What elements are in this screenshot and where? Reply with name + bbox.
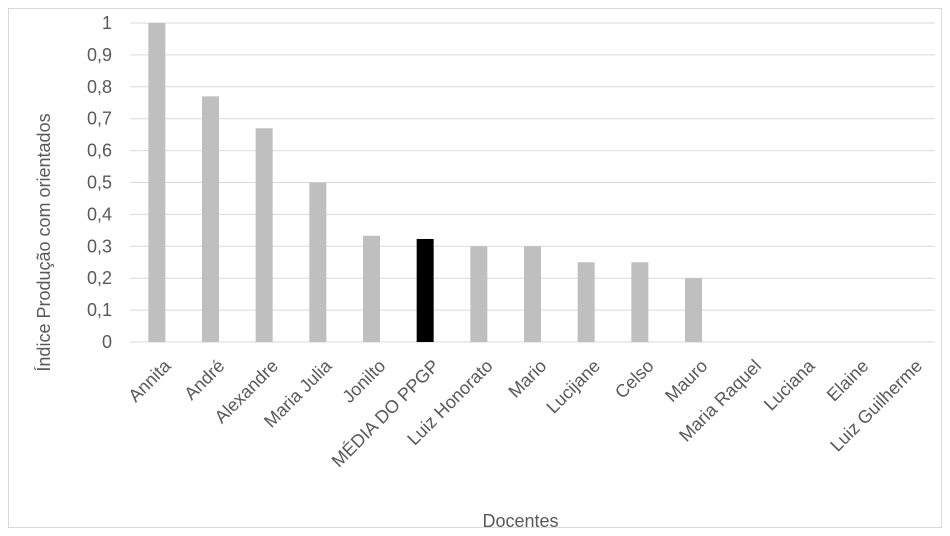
bar-luiz-honorato (470, 246, 488, 342)
bar-maria-julia (309, 182, 327, 342)
y-tick-label: 0,1 (87, 300, 112, 320)
x-tick-label: Lucijane (542, 356, 604, 418)
x-tick-label: Elaine (823, 356, 873, 406)
y-tick-label: 0 (102, 332, 112, 352)
bar-mario (524, 246, 541, 342)
bar-jonilto (363, 235, 380, 342)
bar-media-do-ppgp (416, 238, 434, 342)
bar-annita (148, 23, 166, 342)
bar-mauro (685, 278, 702, 342)
bar-andre (202, 96, 219, 343)
x-tick-label: Celso (611, 356, 658, 403)
y-tick-label: 0,8 (87, 77, 112, 97)
x-tick-label: Annita (124, 355, 175, 406)
bar-alexandre (255, 128, 273, 342)
y-tick-label: 0,7 (87, 109, 112, 129)
x-tick-label: Mauro (661, 356, 711, 406)
y-axis-label: Índice Produção com orientados (34, 113, 54, 371)
y-axis-ticks: 0 0,1 0,2 0,3 0,4 0,5 0,6 0,7 0,8 0,9 1 (87, 13, 112, 352)
y-tick-label: 1 (102, 13, 112, 33)
x-tick-label: Jonilto (338, 356, 389, 407)
y-tick-label: 0,4 (87, 204, 112, 224)
bar-lucijane (577, 262, 595, 342)
y-tick-label: 0,2 (87, 268, 112, 288)
y-tick-label: 0,3 (87, 236, 112, 256)
x-tick-label: Luiz Guilherme (826, 356, 926, 456)
y-tick-label: 0,9 (87, 45, 112, 65)
y-tick-label: 0,6 (87, 141, 112, 161)
x-tick-label: Luciana (760, 355, 819, 414)
x-tick-label: André (180, 356, 228, 404)
x-axis-label: Docentes (482, 511, 558, 531)
x-tick-label: Mario (504, 356, 550, 402)
bar-celso (631, 262, 649, 342)
bars (148, 23, 702, 343)
y-tick-label: 0,5 (87, 173, 112, 193)
